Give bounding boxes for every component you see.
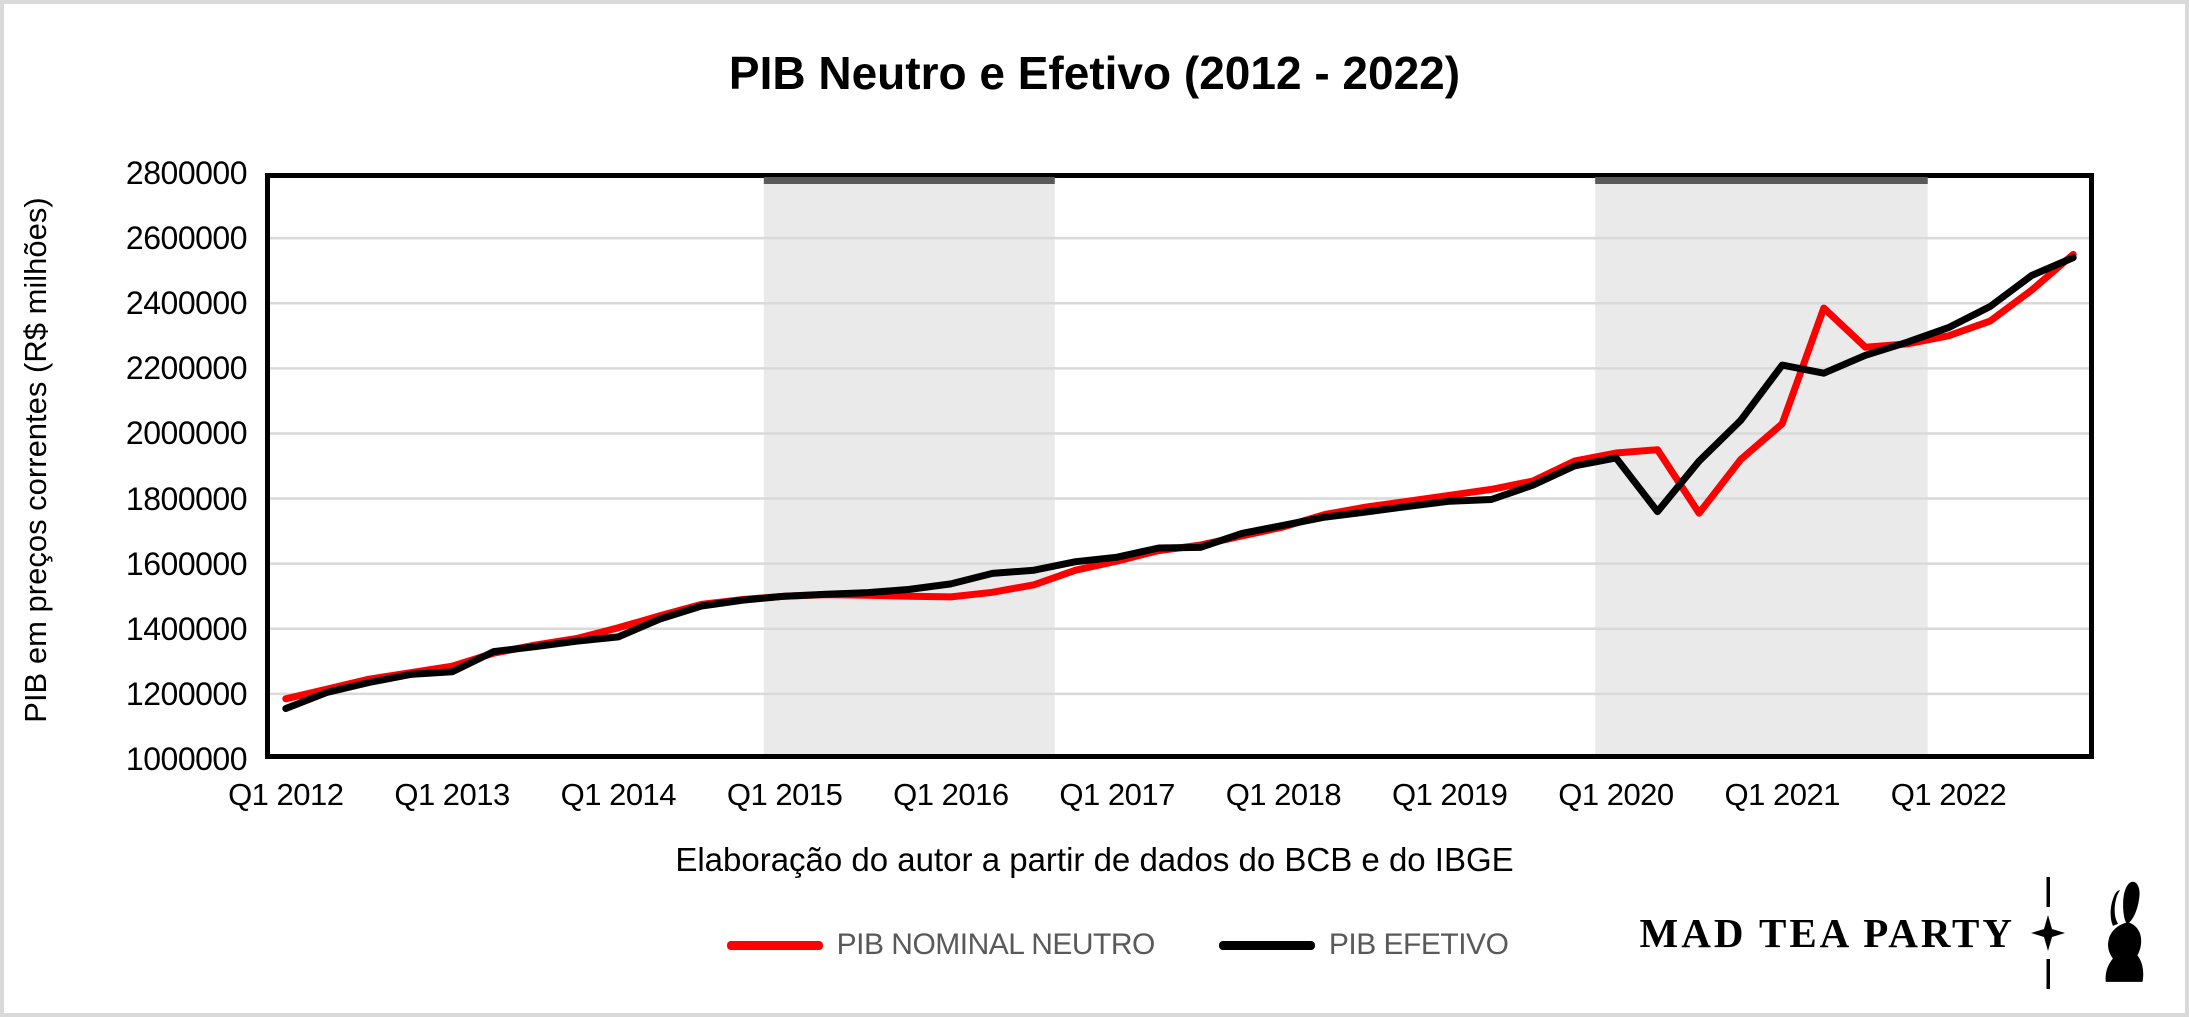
plot-svg xyxy=(265,173,2094,759)
efetivo-line-swatch xyxy=(1218,940,1315,950)
recession-band-1-top-edge xyxy=(763,177,1055,184)
x-tick-label: Q1 2019 xyxy=(1391,777,1508,812)
y-tick-label: 1400000 xyxy=(125,610,248,647)
x-tick-label: Q1 2017 xyxy=(1059,777,1175,812)
recession-band-2 xyxy=(1595,173,1928,759)
x-tick-label: Q1 2022 xyxy=(1890,777,2007,812)
logo-text: MAD TEA PARTY xyxy=(1639,910,2015,956)
chart-title: PIB Neutro e Efetivo (2012 - 2022) xyxy=(728,47,1461,99)
series-line-pib-efetivo xyxy=(282,254,2077,712)
legend: PIB NOMINAL NEUTRO PIB EFETIVO xyxy=(0,928,2189,962)
y-tick-label: 2000000 xyxy=(125,415,248,452)
x-tick-label: Q1 2018 xyxy=(1225,777,1342,812)
y-tick-label: 2800000 xyxy=(125,155,248,191)
y-tick-label: 1200000 xyxy=(125,675,248,712)
source-caption: Elaboração do autor a partir de dados do… xyxy=(675,841,1514,878)
y-tick-label: 2200000 xyxy=(125,350,248,387)
x-tick-label: Q1 2016 xyxy=(893,777,1009,812)
recession-band-2-top-edge xyxy=(1595,177,1928,184)
four-pointed-star-icon xyxy=(2031,877,2065,989)
mad-tea-party-logo: MAD TEA PARTY xyxy=(1639,877,2155,989)
x-tick-label: Q1 2015 xyxy=(726,777,843,812)
y-tick-label: 2600000 xyxy=(125,220,248,257)
x-tick-label: Q1 2014 xyxy=(560,777,677,812)
legend-label-neutro: PIB NOMINAL NEUTRO xyxy=(836,928,1156,961)
recession-band-1 xyxy=(763,173,1055,759)
y-tick-label: 1000000 xyxy=(125,741,248,777)
plot-border xyxy=(265,173,2094,759)
plot-area xyxy=(265,173,2094,759)
x-tick-label: Q1 2012 xyxy=(228,777,344,812)
x-tick-label: Q1 2020 xyxy=(1558,777,1674,812)
y-tick-label: 1600000 xyxy=(125,545,248,582)
x-tick-label: Q1 2013 xyxy=(394,777,510,812)
x-tick-label: Q1 2021 xyxy=(1724,777,1841,812)
neutro-line-swatch xyxy=(726,940,823,950)
y-tick-label: 2400000 xyxy=(125,285,248,322)
legend-item-efetivo: PIB EFETIVO xyxy=(1218,928,1509,962)
y-tick-label: 1800000 xyxy=(125,480,248,517)
legend-item-neutro: PIB NOMINAL NEUTRO xyxy=(726,928,1156,962)
rabbit-icon xyxy=(2105,881,2144,982)
legend-label-efetivo: PIB EFETIVO xyxy=(1328,928,1509,961)
